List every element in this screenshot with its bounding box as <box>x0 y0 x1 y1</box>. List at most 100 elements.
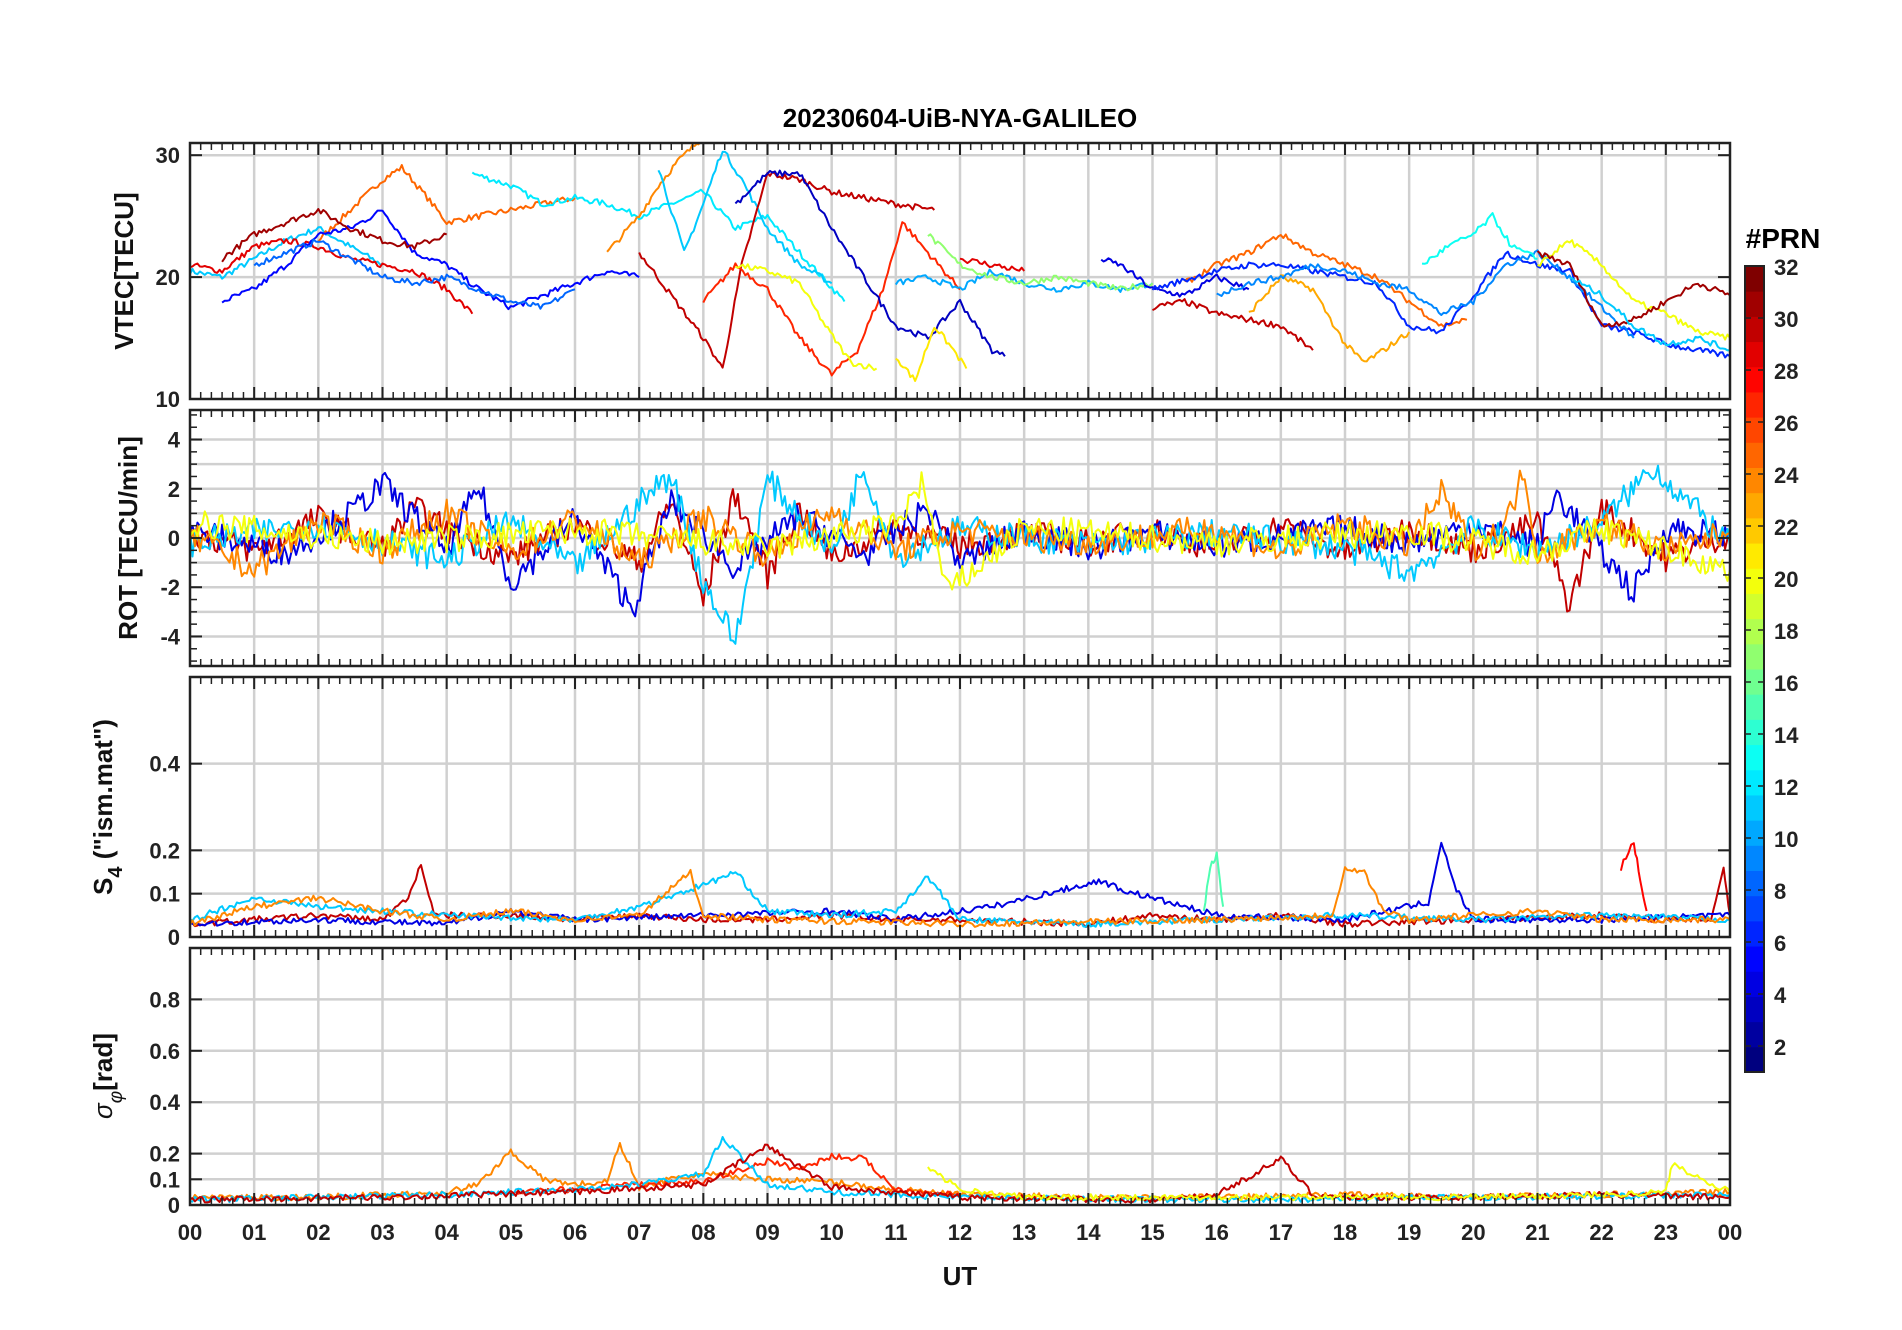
vtec-series-prn-31 <box>221 208 448 263</box>
colorbar-cell <box>1745 417 1764 443</box>
vtec-y-tick-label: 20 <box>156 265 180 290</box>
vtec-series-prn-25 <box>317 164 576 243</box>
colorbar-cell <box>1745 543 1764 569</box>
x-tick-label: 00 <box>1718 1220 1742 1245</box>
colorbar-cell <box>1745 492 1764 519</box>
rot-y-tick-label: 0 <box>168 526 180 551</box>
rot-series-prn-24 <box>190 469 1730 578</box>
vtec-series-prn-11 <box>657 150 833 285</box>
x-tick-label: 05 <box>499 1220 523 1245</box>
x-tick-label: 18 <box>1333 1220 1357 1245</box>
colorbar-cell <box>1745 669 1764 695</box>
x-tick-label: 17 <box>1269 1220 1293 1245</box>
vtec-series-prn-4 <box>1100 257 1250 298</box>
colorbar-cell <box>1745 618 1764 645</box>
rot-y-tick-label: 2 <box>168 477 180 502</box>
x-tick-labels: 00 01 02 03 04 05 06 07 08 09 10 11 12 13 14 15 16 17 18 19… <box>178 1220 1742 1245</box>
x-axis-label: UT <box>943 1261 978 1291</box>
rot-y-tick-label: 4 <box>168 428 181 453</box>
vtec-series-prn-3 <box>734 169 1006 357</box>
x-tick-label: 21 <box>1525 1220 1549 1245</box>
sigma-y-tick-label: 0.4 <box>149 1090 180 1115</box>
colorbar-cell <box>1745 694 1764 720</box>
colorbar-cell <box>1745 895 1764 922</box>
colorbar-cell <box>1745 845 1764 871</box>
vtec-series-prn-9 <box>1216 249 1635 339</box>
vtec-series-prn-5 <box>221 209 640 311</box>
colorbar-cell <box>1745 820 1764 846</box>
rot-y-tick-label: -4 <box>160 624 180 649</box>
colorbar-cell <box>1745 1021 1764 1048</box>
colorbar-cell <box>1745 442 1764 468</box>
sigma-y-tick-label: 0.6 <box>149 1039 180 1064</box>
x-tick-label: 07 <box>627 1220 651 1245</box>
vtec-series-prn-17 <box>927 233 1154 292</box>
colorbar-tick-label: 28 <box>1774 359 1798 384</box>
vtec-series-prn-23 <box>1248 274 1411 363</box>
x-tick-label: 03 <box>370 1220 394 1245</box>
s4-y-tick-label: 0.4 <box>149 752 180 777</box>
colorbar-tick-label: 4 <box>1774 983 1787 1008</box>
colorbar-tick-label: 26 <box>1774 411 1798 436</box>
sigma-series-prn-20 <box>927 1162 1730 1202</box>
colorbar-tick-label: 2 <box>1774 1035 1786 1060</box>
vtec-panel: 10 20 30 VTEC[TECU] <box>109 141 1732 412</box>
rot-y-tick-label: -2 <box>160 575 180 600</box>
colorbar-cell <box>1745 291 1764 317</box>
vtec-series-prn-31 <box>1536 250 1730 328</box>
vtec-series-prn-27 <box>702 221 961 377</box>
s4-series-prn-11 <box>190 870 1730 928</box>
colorbar-tick-label: 24 <box>1774 463 1799 488</box>
x-tick-label: 08 <box>691 1220 715 1245</box>
colorbar-tick-label: 20 <box>1774 567 1798 592</box>
x-tick-label: 15 <box>1140 1220 1164 1245</box>
x-tick-label: 12 <box>948 1220 972 1245</box>
colorbar-cell <box>1745 794 1764 821</box>
x-tick-label: 09 <box>755 1220 779 1245</box>
colorbar-cell <box>1745 391 1764 418</box>
colorbar-cell <box>1745 971 1764 997</box>
colorbar-tick-label: 16 <box>1774 671 1798 696</box>
s4-y-tick-label: 0.2 <box>149 838 180 863</box>
sigma-phi-y-axis-label: σφ[rad] <box>88 1033 127 1119</box>
vtec-y-tick-label: 30 <box>156 143 180 168</box>
colorbar-cell <box>1745 467 1764 494</box>
vtec-series-prn-29 <box>959 257 1025 272</box>
sigma-phi-panel: 00.10.2 0.4 0.6 0.8 σφ[rad] <box>88 946 1732 1218</box>
colorbar-tick-label: 8 <box>1774 879 1786 904</box>
s4-series-prn-28 <box>1619 842 1648 912</box>
s4-y-tick-label: 0 <box>168 925 180 950</box>
sigma-y-tick-label: 0.1 <box>149 1167 180 1192</box>
colorbar-cell <box>1745 517 1764 544</box>
s4-series-prn-15 <box>1202 851 1225 912</box>
vtec-series-prn-13 <box>1421 212 1538 265</box>
x-tick-label: 16 <box>1204 1220 1228 1245</box>
colorbar-cell <box>1745 870 1764 897</box>
vtec-y-tick-label: 10 <box>156 387 180 412</box>
colorbar-cell <box>1745 920 1764 947</box>
colorbar-tick-label: 12 <box>1774 775 1798 800</box>
x-tick-label: 02 <box>306 1220 330 1245</box>
colorbar-cell <box>1745 643 1764 670</box>
x-tick-label: 22 <box>1589 1220 1613 1245</box>
colorbar-cell <box>1745 316 1764 343</box>
vtec-y-axis-label: VTEC[TECU] <box>109 192 139 349</box>
x-tick-label: 14 <box>1076 1220 1101 1245</box>
vtec-series-prn-11 <box>1569 277 1730 352</box>
sigma-y-tick-label: 0.2 <box>149 1142 180 1167</box>
colorbar-cell <box>1745 769 1764 796</box>
colorbar-frame <box>1744 265 1765 1073</box>
x-tick-label: 06 <box>563 1220 587 1245</box>
colorbar-cell <box>1745 341 1764 368</box>
x-tick-label: 10 <box>819 1220 843 1245</box>
colorbar-tick-label: 10 <box>1774 827 1798 852</box>
chart-title: 20230604-UiB-NYA-GALILEO <box>783 103 1138 133</box>
x-tick-label: 20 <box>1461 1220 1485 1245</box>
vtec-series-prn-6 <box>1151 250 1730 359</box>
rot-series-prn-20 <box>190 471 1730 591</box>
x-tick-label: 00 <box>178 1220 202 1245</box>
x-tick-label: 01 <box>242 1220 266 1245</box>
sigma-y-tick-label: 0 <box>168 1193 180 1218</box>
rot-panel: -4 -2 0 2 4 ROT [TECU/min] <box>113 408 1732 668</box>
